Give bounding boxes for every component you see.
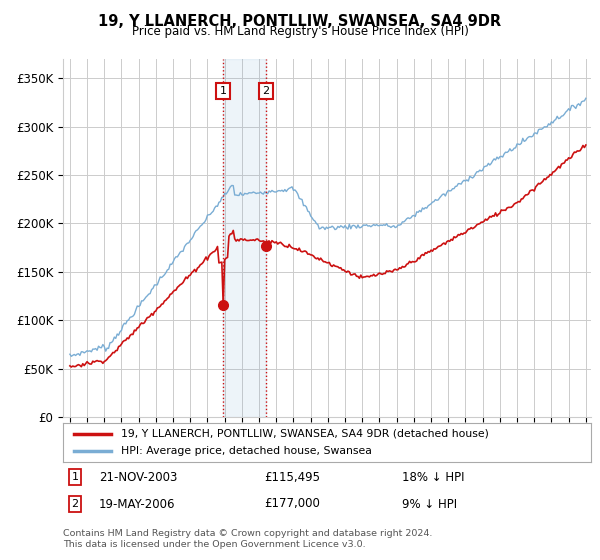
Bar [223,59,266,417]
Text: Contains HM Land Registry data © Crown copyright and database right 2024.
This d: Contains HM Land Registry data © Crown c… [63,529,433,549]
Text: 19, Y LLANERCH, PONTLLIW, SWANSEA, SA4 9DR: 19, Y LLANERCH, PONTLLIW, SWANSEA, SA4 9… [98,14,502,29]
Text: 1: 1 [220,86,226,96]
Text: 9% ↓ HPI: 9% ↓ HPI [402,497,457,511]
Text: 2: 2 [71,499,79,509]
Text: £177,000: £177,000 [264,497,320,511]
Text: 2: 2 [262,86,269,96]
Text: HPI: Average price, detached house, Swansea: HPI: Average price, detached house, Swan… [121,446,372,456]
Text: £115,495: £115,495 [264,470,320,484]
Text: Price paid vs. HM Land Registry's House Price Index (HPI): Price paid vs. HM Land Registry's House … [131,25,469,38]
Text: 18% ↓ HPI: 18% ↓ HPI [402,470,464,484]
Text: 19-MAY-2006: 19-MAY-2006 [99,497,176,511]
Text: 19, Y LLANERCH, PONTLLIW, SWANSEA, SA4 9DR (detached house): 19, Y LLANERCH, PONTLLIW, SWANSEA, SA4 9… [121,429,489,439]
Text: 1: 1 [71,472,79,482]
Text: 21-NOV-2003: 21-NOV-2003 [99,470,178,484]
